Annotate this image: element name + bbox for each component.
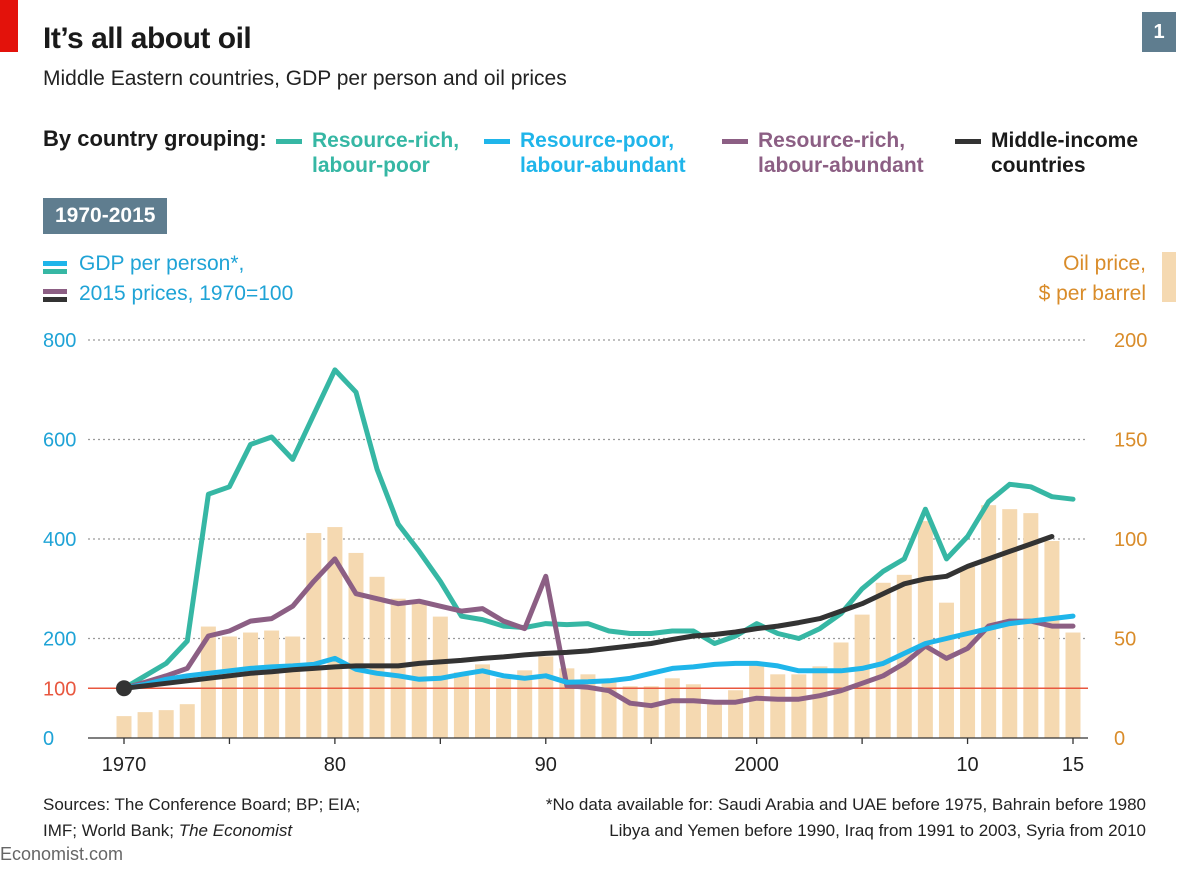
legend-swatch <box>276 139 302 144</box>
x-axis-label: 1970 <box>102 754 147 776</box>
oil-price-bar <box>285 636 301 738</box>
oil-price-bar <box>221 636 237 738</box>
oil-price-bar <box>728 690 744 738</box>
oil-price-bar <box>1044 540 1060 738</box>
oil-price-bar <box>1023 513 1039 738</box>
key-swatch-purple <box>43 289 67 294</box>
series-line-3 <box>121 556 1076 709</box>
oil-price-bar <box>243 632 259 738</box>
legend-item-resource-rich-labour-poor: Resource-rich, labour-poor <box>276 128 459 178</box>
legend-swatch <box>484 139 510 144</box>
footnote: *No data available for: Saudi Arabia and… <box>546 792 1146 844</box>
chart-number-badge: 1 <box>1142 12 1176 52</box>
brand-red-tag <box>0 0 18 52</box>
left-axis-label: 400 <box>43 529 76 551</box>
key-swatch-teal <box>43 269 67 274</box>
oil-price-key-swatch <box>1162 252 1176 302</box>
oil-price-bar <box>200 626 216 738</box>
oil-price-bar <box>475 664 491 738</box>
oil-price-bar <box>960 566 976 738</box>
oil-price-bar <box>706 702 722 738</box>
oil-price-bar <box>1065 632 1081 738</box>
legend-heading: By country grouping: <box>43 126 267 151</box>
right-axis-key-line2: $ per barrel <box>1038 282 1146 305</box>
sources-note: Sources: The Conference Board; BP; EIA; … <box>43 792 360 844</box>
start-dot <box>116 680 132 697</box>
oil-price-bar <box>981 505 997 738</box>
sources-line2-italic: The Economist <box>178 821 293 840</box>
legend-label: Resource-rich, labour-poor <box>312 129 460 177</box>
oil-price-bar <box>264 630 280 738</box>
x-axis-label: 10 <box>956 754 978 776</box>
right-axis-label: 100 <box>1114 529 1147 551</box>
oil-price-bar <box>770 674 786 738</box>
oil-price-bar <box>538 656 554 738</box>
x-axis-label: 90 <box>535 754 557 776</box>
oil-price-bar <box>896 574 912 738</box>
chart-plot-area: 0 100 200 400 600 800 0 50 100 150 200 1970 80 90 2000… <box>43 330 1147 776</box>
left-axis-label: 800 <box>43 330 76 352</box>
right-axis-key-line1: Oil price, <box>1063 252 1146 275</box>
right-axis-label: 150 <box>1114 430 1147 452</box>
oil-price-bar <box>348 552 364 738</box>
oil-price-bar <box>622 686 638 738</box>
oil-price-bar <box>306 533 322 738</box>
legend-item-resource-poor-labour-abundant: Resource-poor, labour-abundant <box>484 128 686 178</box>
legend-swatch <box>955 139 981 144</box>
oil-price-bar <box>369 576 385 738</box>
oil-price-bar <box>791 674 807 738</box>
key-swatch-black <box>43 297 67 302</box>
chart-title: It’s all about oil <box>43 22 252 55</box>
left-axis-label: 200 <box>43 629 76 651</box>
series-line-1 <box>121 367 1076 691</box>
oil-price-bar <box>496 678 512 738</box>
legend-item-resource-rich-labour-abundant: Resource-rich, labour-abundant <box>722 128 924 178</box>
x-axis-label: 2000 <box>734 754 779 776</box>
left-axis-label: 0 <box>43 728 54 750</box>
right-axis-label: 0 <box>1114 728 1125 750</box>
oil-price-bar <box>917 521 933 738</box>
left-axis-key-line1: GDP per person*, <box>79 252 245 275</box>
legend-label: Resource-poor, labour-abundant <box>520 129 686 177</box>
left-axis-key-line2: 2015 prices, 1970=100 <box>79 282 294 305</box>
oil-price-bar <box>643 686 659 738</box>
right-axis-key: Oil price, $ per barrel <box>976 252 1176 305</box>
right-axis-label: 50 <box>1114 629 1136 651</box>
legend-item-middle-income: Middle-income countries <box>955 128 1138 178</box>
x-axis-label: 80 <box>324 754 346 776</box>
oil-price-bar <box>411 602 427 738</box>
oil-price-bar <box>327 527 343 738</box>
sources-line1: Sources: The Conference Board; BP; EIA; <box>43 795 361 814</box>
oil-price-bar <box>453 672 469 738</box>
legend-label: Resource-rich, labour-abundant <box>758 129 924 177</box>
oil-price-bar <box>685 684 701 738</box>
oil-price-bar <box>854 614 870 738</box>
footnote-line2: Libya and Yemen before 1990, Iraq from 1… <box>609 821 1146 840</box>
oil-price-bar <box>158 710 174 738</box>
oil-price-bar <box>812 666 828 738</box>
chart-subtitle: Middle Eastern countries, GDP per person… <box>43 67 567 90</box>
key-swatch-blue <box>43 261 67 266</box>
oil-price-bar <box>179 704 195 738</box>
oil-price-bar <box>517 670 533 738</box>
legend-swatch <box>722 139 748 144</box>
oil-price-bar <box>137 712 153 738</box>
right-axis-label: 200 <box>1114 330 1147 352</box>
legend-label: Middle-income countries <box>991 129 1139 177</box>
series-line-2 <box>121 613 1076 691</box>
oil-price-bar <box>601 682 617 738</box>
oil-price-bar <box>938 602 954 738</box>
left-axis-label: 600 <box>43 430 76 452</box>
oil-price-bar <box>116 716 132 738</box>
series-line-4 <box>121 534 1055 691</box>
left-axis-label: 100 <box>43 678 76 700</box>
oil-price-bar <box>875 582 891 738</box>
x-axis-label: 15 <box>1062 754 1084 776</box>
sources-line2-prefix: IMF; World Bank; <box>43 821 179 840</box>
oil-price-bar <box>664 678 680 738</box>
period-badge: 1970-2015 <box>43 198 168 234</box>
sources-line2: IMF; World Bank; The Economist <box>43 818 360 844</box>
footnote-line1: *No data available for: Saudi Arabia and… <box>545 795 1146 814</box>
brand-footer: Economist.com <box>0 844 124 864</box>
